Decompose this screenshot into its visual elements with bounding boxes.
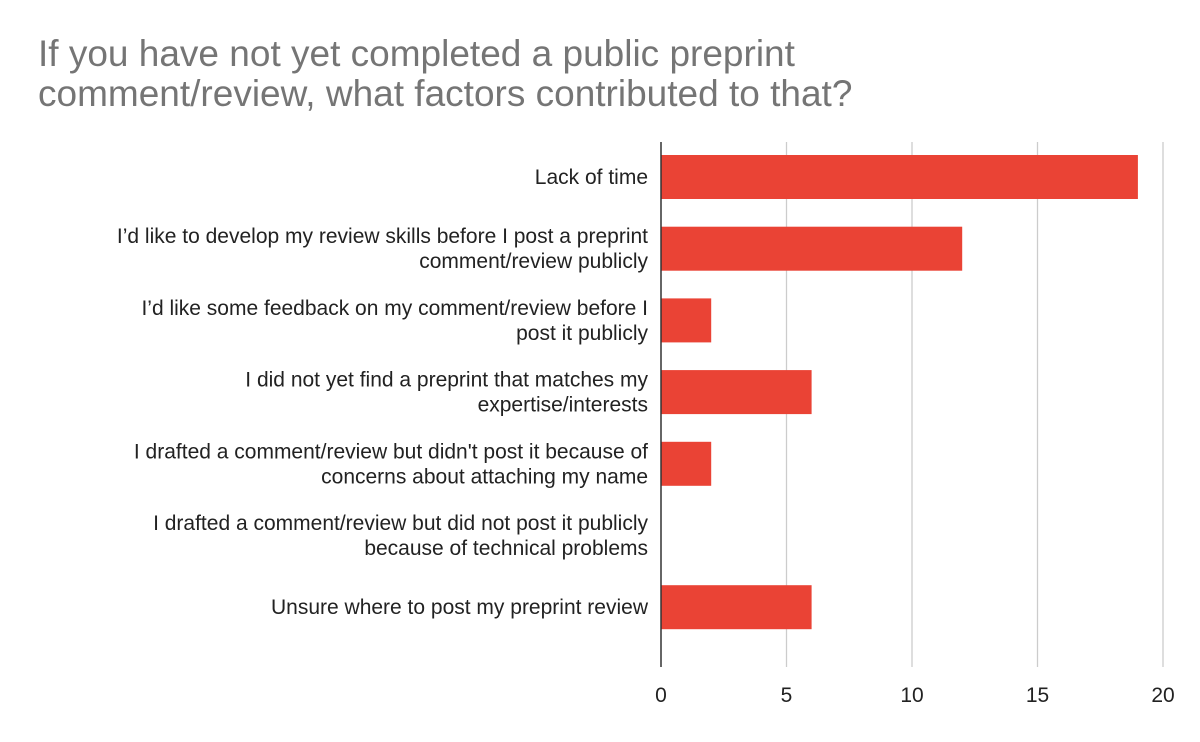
x-tick-label-15: 15 [1026, 684, 1049, 707]
x-tick-label-5: 5 [781, 684, 793, 707]
category-label-6: Unsure where to post my preprint review [271, 596, 649, 619]
x-tick-label-0: 0 [655, 684, 667, 707]
category-labels: Lack of time I’d like to develop my revie… [117, 166, 649, 619]
bar-1 [661, 226, 963, 271]
bar-3 [661, 370, 812, 415]
category-label-0: Lack of time [535, 166, 648, 189]
bar-2 [661, 298, 712, 343]
x-tick-label-20: 20 [1151, 684, 1174, 707]
chart-title: If you have not yet completed a public p… [38, 34, 1138, 114]
bar-4 [661, 441, 712, 486]
x-axis-tick-labels: 0 5 10 15 20 [655, 684, 1175, 707]
bars [661, 155, 1138, 630]
category-label-4: I drafted a comment/review but didn't po… [134, 440, 648, 488]
grid-lines [785, 142, 1164, 667]
category-label-5: I drafted a comment/review but did not p… [153, 512, 648, 560]
chart-title-line-2: comment/review, what factors contributed… [38, 73, 853, 114]
x-tick-label-10: 10 [900, 684, 923, 707]
chart-title-line-1: If you have not yet completed a public p… [38, 33, 795, 74]
bar-6 [661, 585, 812, 630]
category-label-1: I’d like to develop my review skills bef… [117, 225, 649, 273]
category-label-2: I’d like some feedback on my comment/rev… [141, 297, 648, 345]
category-label-3: I did not yet find a preprint that match… [245, 369, 648, 417]
bar-0 [661, 155, 1138, 199]
